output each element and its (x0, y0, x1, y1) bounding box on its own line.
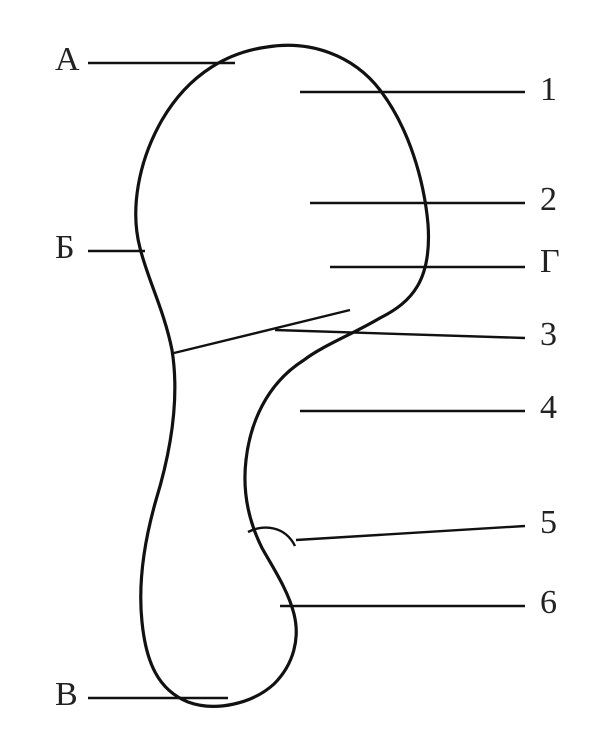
label-5: 5 (540, 504, 557, 541)
label-G: Г (540, 243, 560, 280)
leader-3 (275, 330, 525, 338)
label-3: 3 (540, 316, 557, 353)
label-2: 2 (540, 181, 557, 218)
label-V: В (55, 676, 78, 713)
label-4: 4 (540, 389, 557, 426)
leader-5 (296, 526, 525, 540)
label-A: А (55, 41, 80, 78)
label-6: 6 (540, 584, 557, 621)
label-1: 1 (540, 71, 557, 108)
heel-arc (248, 528, 295, 546)
label-B: Б (55, 229, 75, 266)
